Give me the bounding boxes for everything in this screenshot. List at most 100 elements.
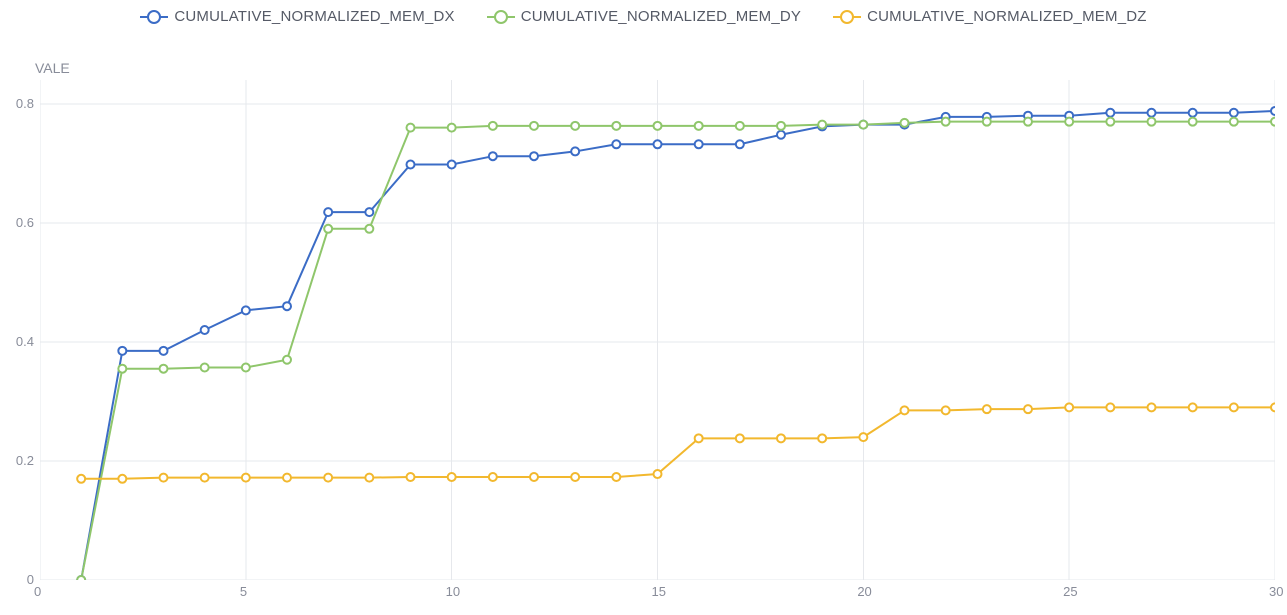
series-marker-dz[interactable] bbox=[407, 473, 415, 481]
series-marker-dy[interactable] bbox=[1148, 118, 1156, 126]
series-marker-dz[interactable] bbox=[324, 474, 332, 482]
series-marker-dx[interactable] bbox=[201, 326, 209, 334]
series-marker-dy[interactable] bbox=[818, 121, 826, 129]
series-marker-dz[interactable] bbox=[983, 405, 991, 413]
series-marker-dz[interactable] bbox=[818, 434, 826, 442]
series-marker-dy[interactable] bbox=[324, 225, 332, 233]
x-tick-label: 20 bbox=[857, 584, 871, 599]
legend-swatch-dx bbox=[140, 10, 168, 24]
series-marker-dz[interactable] bbox=[365, 474, 373, 482]
series-marker-dx[interactable] bbox=[1271, 107, 1275, 115]
series-marker-dy[interactable] bbox=[160, 365, 168, 373]
series-marker-dz[interactable] bbox=[901, 406, 909, 414]
series-marker-dy[interactable] bbox=[1230, 118, 1238, 126]
series-marker-dx[interactable] bbox=[1230, 109, 1238, 117]
legend-item-dy[interactable]: CUMULATIVE_NORMALIZED_MEM_DY bbox=[487, 8, 801, 25]
series-marker-dz[interactable] bbox=[1065, 403, 1073, 411]
series-marker-dz[interactable] bbox=[695, 434, 703, 442]
series-marker-dz[interactable] bbox=[736, 434, 744, 442]
series-marker-dx[interactable] bbox=[1106, 109, 1114, 117]
series-marker-dz[interactable] bbox=[859, 433, 867, 441]
y-tick-label: 0 bbox=[27, 572, 34, 587]
series-marker-dy[interactable] bbox=[1271, 118, 1275, 126]
series-marker-dy[interactable] bbox=[448, 124, 456, 132]
legend-item-dz[interactable]: CUMULATIVE_NORMALIZED_MEM_DZ bbox=[833, 8, 1147, 25]
legend-item-dx[interactable]: CUMULATIVE_NORMALIZED_MEM_DX bbox=[140, 8, 454, 25]
series-marker-dz[interactable] bbox=[1189, 403, 1197, 411]
series-marker-dz[interactable] bbox=[77, 475, 85, 483]
series-marker-dx[interactable] bbox=[448, 161, 456, 169]
series-marker-dy[interactable] bbox=[695, 122, 703, 130]
y-tick-label: 0.2 bbox=[16, 453, 34, 468]
series-line-dx bbox=[81, 111, 1275, 580]
series-marker-dy[interactable] bbox=[612, 122, 620, 130]
series-marker-dy[interactable] bbox=[530, 122, 538, 130]
series-marker-dz[interactable] bbox=[1024, 405, 1032, 413]
series-marker-dy[interactable] bbox=[365, 225, 373, 233]
series-line-dy bbox=[81, 122, 1275, 580]
series-marker-dy[interactable] bbox=[77, 576, 85, 580]
series-marker-dy[interactable] bbox=[983, 118, 991, 126]
series-marker-dy[interactable] bbox=[118, 365, 126, 373]
series-marker-dx[interactable] bbox=[777, 131, 785, 139]
series-marker-dz[interactable] bbox=[1271, 403, 1275, 411]
series-marker-dz[interactable] bbox=[118, 475, 126, 483]
series-marker-dx[interactable] bbox=[695, 140, 703, 148]
series-marker-dz[interactable] bbox=[160, 474, 168, 482]
series-marker-dz[interactable] bbox=[448, 473, 456, 481]
series-marker-dz[interactable] bbox=[571, 473, 579, 481]
series-marker-dy[interactable] bbox=[736, 122, 744, 130]
series-marker-dy[interactable] bbox=[571, 122, 579, 130]
series-marker-dx[interactable] bbox=[530, 152, 538, 160]
series-marker-dz[interactable] bbox=[201, 474, 209, 482]
series-marker-dx[interactable] bbox=[571, 147, 579, 155]
chart-container: CUMULATIVE_NORMALIZED_MEM_DX CUMULATIVE_N… bbox=[0, 0, 1287, 615]
series-marker-dy[interactable] bbox=[1189, 118, 1197, 126]
y-tick-label: 0.6 bbox=[16, 215, 34, 230]
series-marker-dy[interactable] bbox=[283, 356, 291, 364]
x-tick-label: 0 bbox=[34, 584, 41, 599]
series-marker-dx[interactable] bbox=[365, 208, 373, 216]
series-marker-dy[interactable] bbox=[242, 364, 250, 372]
series-marker-dx[interactable] bbox=[612, 140, 620, 148]
series-marker-dy[interactable] bbox=[201, 364, 209, 372]
x-tick-label: 30 bbox=[1269, 584, 1283, 599]
series-marker-dz[interactable] bbox=[612, 473, 620, 481]
legend-label-dx: CUMULATIVE_NORMALIZED_MEM_DX bbox=[174, 8, 454, 25]
series-line-dz bbox=[81, 407, 1275, 478]
series-marker-dy[interactable] bbox=[654, 122, 662, 130]
series-marker-dy[interactable] bbox=[489, 122, 497, 130]
series-marker-dy[interactable] bbox=[1106, 118, 1114, 126]
series-marker-dx[interactable] bbox=[736, 140, 744, 148]
series-marker-dx[interactable] bbox=[118, 347, 126, 355]
legend-label-dy: CUMULATIVE_NORMALIZED_MEM_DY bbox=[521, 8, 801, 25]
series-marker-dz[interactable] bbox=[777, 434, 785, 442]
series-marker-dz[interactable] bbox=[1230, 403, 1238, 411]
plot-area bbox=[40, 80, 1275, 580]
series-marker-dz[interactable] bbox=[942, 406, 950, 414]
series-marker-dx[interactable] bbox=[324, 208, 332, 216]
series-marker-dz[interactable] bbox=[242, 474, 250, 482]
series-marker-dz[interactable] bbox=[530, 473, 538, 481]
series-marker-dy[interactable] bbox=[901, 119, 909, 127]
series-marker-dy[interactable] bbox=[1065, 118, 1073, 126]
series-marker-dx[interactable] bbox=[1148, 109, 1156, 117]
series-marker-dx[interactable] bbox=[160, 347, 168, 355]
series-marker-dy[interactable] bbox=[942, 118, 950, 126]
series-marker-dz[interactable] bbox=[489, 473, 497, 481]
series-marker-dx[interactable] bbox=[407, 161, 415, 169]
series-marker-dz[interactable] bbox=[283, 474, 291, 482]
series-marker-dz[interactable] bbox=[1106, 403, 1114, 411]
series-marker-dx[interactable] bbox=[1189, 109, 1197, 117]
series-marker-dx[interactable] bbox=[283, 302, 291, 310]
series-marker-dz[interactable] bbox=[654, 470, 662, 478]
series-marker-dy[interactable] bbox=[777, 122, 785, 130]
series-marker-dy[interactable] bbox=[407, 124, 415, 132]
x-tick-label: 15 bbox=[652, 584, 666, 599]
series-marker-dz[interactable] bbox=[1148, 403, 1156, 411]
series-marker-dx[interactable] bbox=[242, 306, 250, 314]
series-marker-dy[interactable] bbox=[859, 121, 867, 129]
series-marker-dx[interactable] bbox=[489, 152, 497, 160]
series-marker-dy[interactable] bbox=[1024, 118, 1032, 126]
series-marker-dx[interactable] bbox=[654, 140, 662, 148]
